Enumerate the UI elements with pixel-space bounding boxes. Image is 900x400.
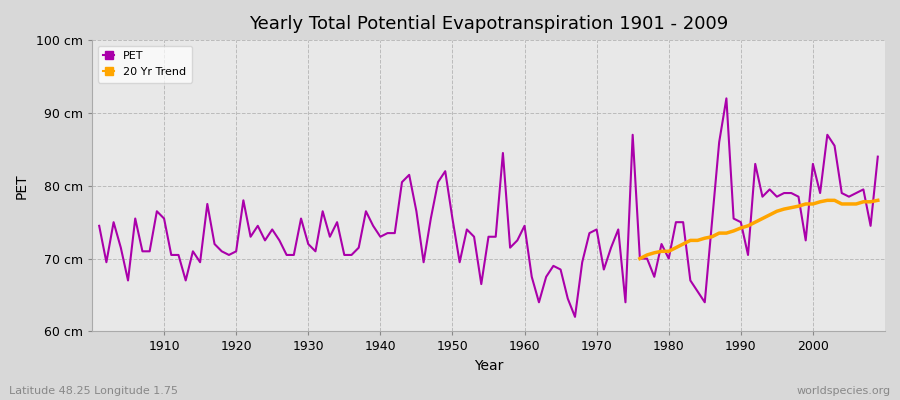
Title: Yearly Total Potential Evapotranspiration 1901 - 2009: Yearly Total Potential Evapotranspiratio… <box>249 15 728 33</box>
Text: Latitude 48.25 Longitude 1.75: Latitude 48.25 Longitude 1.75 <box>9 386 178 396</box>
Legend: PET, 20 Yr Trend: PET, 20 Yr Trend <box>97 46 192 82</box>
X-axis label: Year: Year <box>473 359 503 373</box>
Text: worldspecies.org: worldspecies.org <box>796 386 891 396</box>
Y-axis label: PET: PET <box>15 173 29 198</box>
